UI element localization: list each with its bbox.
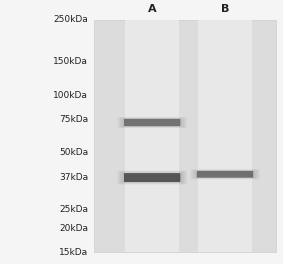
Text: 15kDa: 15kDa: [59, 248, 88, 257]
FancyBboxPatch shape: [190, 169, 260, 179]
Text: A: A: [148, 4, 156, 15]
FancyBboxPatch shape: [197, 171, 253, 177]
FancyBboxPatch shape: [195, 171, 255, 178]
FancyBboxPatch shape: [94, 20, 276, 252]
Text: 25kDa: 25kDa: [59, 205, 88, 214]
Text: 20kDa: 20kDa: [59, 224, 88, 233]
FancyBboxPatch shape: [125, 20, 179, 252]
FancyBboxPatch shape: [124, 119, 180, 126]
FancyBboxPatch shape: [124, 173, 180, 182]
FancyBboxPatch shape: [120, 172, 185, 183]
Text: 75kDa: 75kDa: [59, 115, 88, 124]
Text: B: B: [221, 4, 229, 15]
FancyBboxPatch shape: [122, 119, 182, 127]
FancyBboxPatch shape: [120, 118, 185, 127]
Text: 150kDa: 150kDa: [53, 57, 88, 66]
FancyBboxPatch shape: [198, 20, 252, 252]
FancyBboxPatch shape: [118, 171, 186, 185]
Text: 37kDa: 37kDa: [59, 173, 88, 182]
FancyBboxPatch shape: [124, 173, 180, 182]
FancyBboxPatch shape: [118, 117, 186, 128]
FancyBboxPatch shape: [122, 172, 182, 183]
Text: 50kDa: 50kDa: [59, 148, 88, 157]
Text: 250kDa: 250kDa: [53, 15, 88, 24]
FancyBboxPatch shape: [197, 171, 253, 178]
FancyBboxPatch shape: [124, 119, 180, 126]
FancyBboxPatch shape: [193, 170, 257, 179]
Text: 100kDa: 100kDa: [53, 91, 88, 100]
